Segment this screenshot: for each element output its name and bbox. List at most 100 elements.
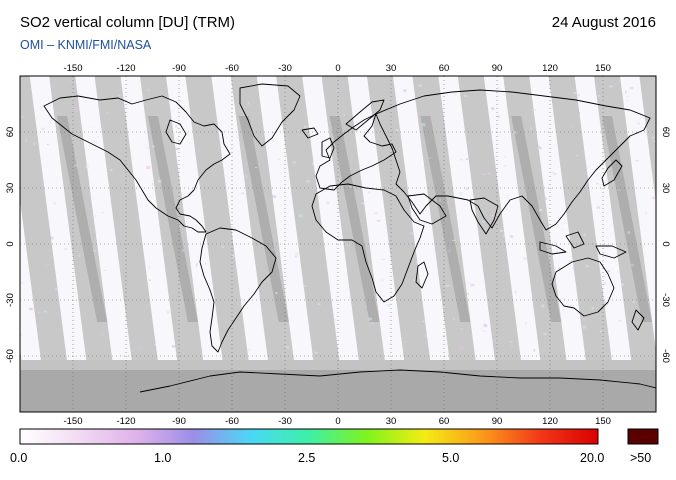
so2-pixel [575,154,579,157]
so2-pixel [428,157,433,159]
so2-pixel [53,202,56,205]
so2-pixel [627,231,631,234]
so2-pixel [236,136,240,139]
so2-pixel [491,215,495,217]
so2-pixel [477,122,480,126]
so2-pixel [306,180,310,183]
coast-new-guinea [595,245,627,259]
so2-pixel [459,192,463,195]
so2-pixel [151,183,154,186]
coast-japan [601,159,623,187]
coast-arabia [407,193,447,225]
colorbar-overflow [627,428,659,445]
lat-tick-label-right: 30 [660,183,671,194]
so2-pixel [460,327,463,330]
swath-overlap [601,116,652,322]
so2-pixel [20,282,23,284]
so2-pixel [62,178,66,181]
lon-tick-label-top: -90 [172,63,186,74]
so2-pixel [97,136,100,138]
so2-pixel [402,89,407,92]
so2-pixel [632,301,636,304]
so2-pixel [381,258,385,261]
so2-pixel [523,257,527,260]
lat-tick-label-right: -30 [660,293,671,307]
so2-pixel [231,226,235,229]
so2-pixel [489,171,493,174]
so2-pixel [629,86,634,90]
so2-pixel [166,310,170,314]
swath-gap [94,76,165,412]
so2-pixel [154,343,156,346]
so2-pixel [312,162,314,166]
so2-pixel [282,105,285,109]
graticule [20,76,656,412]
lon-tick-label-bottom: -60 [225,416,239,427]
coast-greenland [239,83,301,147]
so2-pixel [175,147,179,151]
so2-pixel [110,169,113,171]
so2-pixel [603,282,607,285]
so2-pixel [637,122,640,125]
so2-pixel [503,164,507,168]
so2-pixel [148,279,151,282]
so2-pixel [106,112,109,114]
so2-pixel [600,330,603,333]
so2-pixel [493,338,497,342]
swath-overlap [0,116,16,322]
so2-pixel [95,215,97,218]
so2-pixel [50,236,54,240]
so2-pixel [452,239,457,241]
so2-pixel [178,316,182,319]
so2-pixel [294,251,299,255]
so2-pixel [410,232,415,235]
so2-pixel [121,174,125,177]
so2-pixel [582,325,587,329]
so2-pixel [581,317,586,321]
coast-south-america [199,227,277,353]
coastlines [43,83,656,393]
so2-pixel [310,243,313,247]
lon-tick-label-top: 60 [439,63,450,74]
so2-pixel [146,166,151,170]
so2-pixel [100,333,104,336]
lon-tick-label-bottom: -90 [172,416,186,427]
so2-pixel [383,124,385,126]
so2-pixel [510,341,514,343]
lon-tick-label-bottom: 90 [492,416,503,427]
so2-pixel [531,108,536,111]
so2-pixel [96,141,99,144]
so2-pixel [506,195,509,199]
so2-pixel [62,255,65,257]
so2-pixel [336,89,339,92]
so2-pixel [418,84,422,87]
coast-india [469,197,499,235]
so2-pixel [459,347,464,350]
swath-overlap [329,116,380,322]
so2-pixel [97,104,99,107]
swath-overlap [147,116,198,322]
colorbar-label-2: 2.5 [298,451,316,465]
so2-pixel [470,283,475,287]
so2-pixel [467,292,470,295]
lon-tick-label-top: 0 [335,63,340,74]
so2-pixel [602,300,606,304]
so2-pixel [71,109,73,111]
lon-tick-label-top: 120 [542,63,558,74]
so2-pixel [347,243,351,246]
so2-pixel [343,113,346,116]
so2-pixel [538,208,543,212]
so2-pixel [74,164,77,167]
swath-overlap [57,116,108,322]
colorbar-label-1: 1.0 [154,451,172,465]
so2-pixel [425,334,427,338]
so2-pixel [101,212,105,214]
map-date: 24 August 2016 [551,14,656,31]
so2-pixel [536,146,541,148]
so2-pixel [651,136,655,139]
so2-pixel [157,180,162,183]
so2-pixel [99,94,101,98]
so2-pixel [317,303,321,306]
so2-pixel [635,160,640,162]
so2-pixel [533,348,536,352]
